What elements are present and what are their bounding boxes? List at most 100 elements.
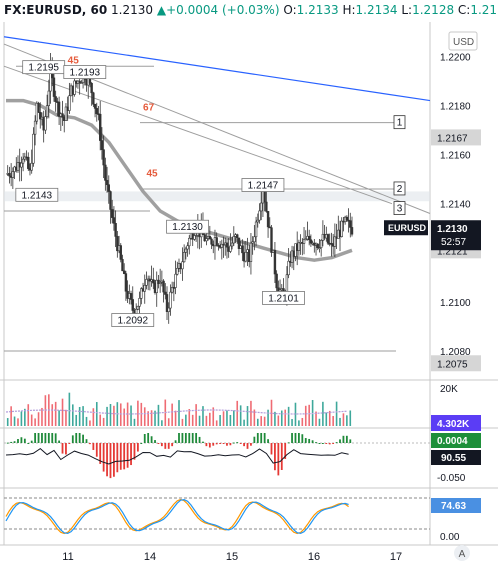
macd-hist-bar [287, 442, 290, 444]
volume-bar [95, 402, 98, 426]
candle-body [110, 209, 114, 218]
macd-hist-bar [325, 443, 328, 444]
macd-hist-bar [13, 441, 16, 443]
macd-line [5, 447, 349, 465]
macd-hist-bar [30, 440, 33, 443]
macd-hist-bar [6, 442, 9, 444]
volume-bar [332, 416, 334, 426]
symbol-title[interactable]: FX:EURUSD, 60 [4, 3, 108, 17]
candle-body [210, 238, 213, 245]
macd-hist-bar [51, 433, 54, 443]
candle-body [61, 113, 64, 118]
macd-line-badge [431, 450, 481, 465]
candle-body [270, 227, 273, 253]
grey-trendline-2 [3, 65, 393, 205]
macd-hist-bar [188, 433, 191, 443]
volume-badge [431, 415, 481, 431]
candle-body [345, 216, 349, 221]
swing-label-6: 1.2101 [268, 293, 299, 304]
volume-bar [205, 415, 208, 426]
candle-body [174, 273, 177, 288]
candle-body [107, 184, 110, 192]
current-price-label: 1.2130 [437, 224, 468, 235]
x-tick-label-2: 15 [226, 551, 238, 563]
macd-hist-bar [236, 442, 239, 444]
candle-body [349, 220, 352, 228]
macd-hist-bar [304, 438, 307, 443]
candle-body [241, 245, 244, 254]
candle-body [155, 279, 158, 293]
candle-body [244, 251, 248, 262]
macd-hist-bar [294, 433, 297, 443]
stoch-d-line [5, 498, 349, 535]
candle-body [194, 235, 198, 237]
macd-hist-bar [41, 433, 43, 443]
macd-hist-bar [226, 443, 228, 446]
volume-bar [185, 414, 187, 426]
macd-hist-bar [349, 439, 352, 443]
stoch-axis-label: 0.00 [440, 532, 460, 543]
macd-hist-bar [92, 443, 95, 450]
macd-hist-bar [202, 441, 204, 443]
volume-bar [277, 415, 280, 426]
candle-body [152, 279, 155, 284]
macd-hist-bar [219, 443, 222, 444]
volume-bar [157, 404, 160, 426]
macd-hist-bar [95, 443, 98, 457]
candle-body [256, 219, 259, 223]
macd-hist-bar [315, 442, 317, 444]
macd-hist-bar [78, 433, 81, 443]
candle-body [340, 220, 343, 237]
candle-body [205, 238, 208, 242]
chart-header: FX:EURUSD, 60 1.2130 ▲+0.0004 (+0.03%) O… [4, 3, 498, 17]
macd-hist-value: 0.0004 [437, 436, 468, 447]
volume-bar [72, 404, 74, 426]
candle-body [164, 291, 167, 295]
current-symbol-label: EURUSD [388, 223, 427, 233]
swing-label-box-3 [111, 313, 155, 327]
volume-bar [150, 410, 153, 426]
macd-hist-bar [232, 442, 235, 444]
volume-bar [308, 404, 310, 426]
macd-hist-bar [291, 433, 293, 443]
volume-bar [140, 402, 143, 426]
candle-body [90, 82, 93, 94]
volume-bar [287, 406, 290, 426]
volume-bar [58, 410, 60, 426]
volume-bar [291, 419, 293, 426]
volume-bar [191, 414, 194, 426]
volume-bar [243, 419, 245, 426]
x-tick-label-1: 14 [144, 551, 156, 563]
candle-body [32, 133, 35, 164]
volume-bar [256, 418, 259, 426]
volume-bar [37, 412, 40, 426]
volume-bar [212, 407, 215, 426]
candle-body [136, 305, 140, 310]
volume-bar [260, 416, 263, 426]
candle-body [27, 156, 30, 169]
volume-bar [229, 414, 232, 426]
candle-body [122, 270, 126, 274]
candle-body [229, 245, 232, 252]
volume-bar [233, 410, 235, 426]
candle-body [302, 238, 306, 244]
macd-hist-bar [58, 440, 60, 443]
macd-hist-bar [301, 434, 304, 443]
macd-hist-bar [184, 433, 187, 443]
swing-label-5: 1.2147 [248, 180, 279, 191]
volume-bar [325, 412, 328, 426]
candle-body [145, 279, 148, 286]
candle-body [254, 221, 258, 238]
candle-body [309, 239, 313, 244]
moving-average-line [6, 98, 353, 262]
level-box-label-3: 3 [397, 204, 403, 215]
candle-body [215, 237, 218, 246]
macd-hist-bar [68, 443, 71, 444]
candle-body [20, 162, 23, 168]
candle-body [92, 92, 95, 105]
volume-bar [147, 411, 149, 426]
candle-body [93, 103, 97, 109]
macd-hist-bar [246, 443, 249, 449]
macd-hist-bar [89, 443, 91, 445]
